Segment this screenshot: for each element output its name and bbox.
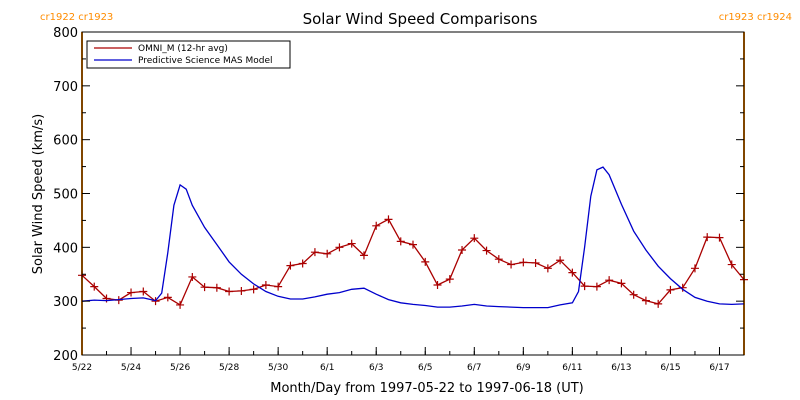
- data-point-marker: [372, 221, 381, 230]
- legend-label-omni: OMNI_M (12-hr avg): [138, 44, 228, 54]
- y-tick-label: 200: [53, 349, 78, 364]
- data-point-marker: [323, 249, 332, 258]
- y-tick-label: 400: [53, 241, 78, 256]
- data-point-marker: [715, 233, 724, 242]
- data-point-marker: [127, 288, 136, 297]
- data-point-marker: [690, 264, 699, 273]
- data-point-marker: [384, 215, 393, 224]
- data-point-marker: [543, 264, 552, 273]
- data-point-marker: [200, 283, 209, 292]
- data-point-marker: [286, 261, 295, 270]
- data-point-marker: [494, 255, 503, 264]
- y-tick-label: 300: [53, 295, 78, 310]
- data-point-marker: [531, 258, 540, 267]
- data-point-marker: [470, 234, 479, 243]
- data-point-marker: [176, 300, 185, 309]
- y-tick-label: 700: [53, 80, 78, 95]
- x-tick-label: 6/11: [562, 363, 582, 373]
- y-tick-label: 800: [53, 26, 78, 41]
- x-tick-label: 6/17: [709, 363, 729, 373]
- series-line-mas-model: [81, 166, 745, 309]
- y-axis-label: Solar Wind Speed (km/s): [31, 114, 46, 274]
- data-point-marker: [641, 296, 650, 305]
- data-point-marker: [580, 282, 589, 291]
- y-tick-label: 600: [53, 134, 78, 149]
- data-point-marker: [310, 248, 319, 257]
- x-tick-label: 6/3: [369, 363, 383, 373]
- data-point-marker: [592, 282, 601, 291]
- carrington-rotation-label: cr1922 cr1923: [40, 12, 113, 23]
- data-point-marker: [445, 275, 454, 284]
- x-tick-label: 5/22: [72, 363, 92, 373]
- data-point-marker: [163, 293, 172, 302]
- series-layer: [78, 166, 748, 309]
- data-point-marker: [617, 279, 626, 288]
- data-point-marker: [507, 260, 516, 269]
- x-tick-label: 6/1: [320, 363, 334, 373]
- x-tick-label: 5/26: [170, 363, 190, 373]
- data-point-marker: [556, 256, 565, 265]
- data-point-marker: [347, 239, 356, 248]
- data-point-marker: [654, 299, 663, 308]
- data-point-marker: [727, 260, 736, 269]
- data-point-marker: [335, 243, 344, 252]
- x-tick-label: 5/30: [268, 363, 288, 373]
- data-point-marker: [421, 257, 430, 266]
- x-axis-label: Month/Day from 1997-05-22 to 1997-06-18 …: [270, 381, 583, 396]
- axis-layer: 200 300 400 500 600 700 800 5/22 5/24 5/26 5/28 5/3…: [53, 26, 745, 373]
- x-tick-label: 6/7: [467, 363, 481, 373]
- data-point-marker: [458, 246, 467, 255]
- x-tick-label: 5/28: [219, 363, 239, 373]
- data-point-marker: [90, 282, 99, 291]
- legend-label-mas-model: Predictive Science MAS Model: [138, 56, 273, 66]
- data-point-marker: [605, 276, 614, 285]
- chart-title: Solar Wind Speed Comparisons: [303, 10, 538, 28]
- x-tick-label: 6/13: [611, 363, 631, 373]
- y-tick-label: 500: [53, 188, 78, 203]
- data-point-marker: [396, 237, 405, 246]
- data-point-marker: [225, 287, 234, 296]
- data-point-marker: [482, 246, 491, 255]
- data-point-marker: [629, 290, 638, 299]
- data-point-marker: [261, 281, 270, 290]
- data-point-marker: [298, 259, 307, 268]
- legend: OMNI_M (12-hr avg) Predictive Science MA…: [86, 40, 291, 69]
- data-point-marker: [433, 281, 442, 290]
- data-point-marker: [188, 272, 197, 281]
- x-tick-label: 6/9: [516, 363, 531, 373]
- data-point-marker: [519, 258, 528, 267]
- x-tick-label: 5/24: [121, 363, 141, 373]
- x-tick-label: 6/15: [660, 363, 680, 373]
- data-point-marker: [274, 282, 283, 291]
- data-point-marker: [212, 283, 221, 292]
- data-point-marker: [703, 233, 712, 242]
- data-point-marker: [249, 285, 258, 294]
- data-point-marker: [359, 251, 368, 260]
- data-point-marker: [666, 285, 675, 294]
- data-point-marker: [139, 287, 148, 296]
- data-point-marker: [568, 268, 577, 277]
- legend-box: [86, 40, 291, 69]
- carrington-rotation-label: cr1923 cr1924: [719, 12, 792, 23]
- data-point-marker: [409, 240, 417, 249]
- data-point-marker: [237, 286, 246, 295]
- x-tick-label: 6/5: [418, 363, 432, 373]
